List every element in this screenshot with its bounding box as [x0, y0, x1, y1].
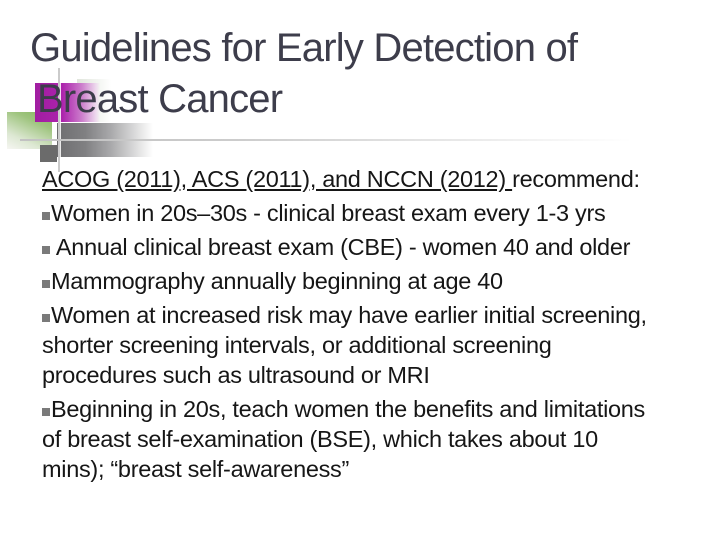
intro-underlined-text: ACOG (2011), ACS (2011), and NCCN (2012): [42, 166, 513, 192]
bullet-item: Women in 20s–30s - clinical breast exam …: [42, 198, 707, 228]
intro-rest-text: recommend:: [512, 166, 640, 192]
bullet-square-icon: [42, 314, 50, 322]
bullet-square-icon: [42, 280, 50, 288]
bullet-line-text: shorter screening intervals, or addition…: [42, 332, 552, 358]
slide-title-line1: Guidelines for Early Detection of: [30, 26, 578, 70]
bullet-square-icon: [42, 408, 50, 416]
slide-title-line2: Breast Cancer: [37, 77, 283, 121]
magenta-gradient-square: [35, 83, 100, 122]
bullet-line-text: Women at increased risk may have earlier…: [51, 302, 647, 328]
bullet-line-text: procedures such as ultrasound or MRI: [42, 362, 430, 388]
bullet-square-icon: [42, 212, 50, 220]
vertical-crosshair-line: [58, 68, 60, 172]
intro-paragraph: ACOG (2011), ACS (2011), and NCCN (2012)…: [42, 164, 707, 194]
bullet-square-icon: [42, 246, 50, 254]
slide-title: Guidelines for Early Detection of Breast…: [30, 23, 578, 125]
bullet-item: Annual clinical breast exam (CBE) - wome…: [42, 232, 707, 262]
bullet-line-text: of breast self-examination (BSE), which …: [42, 426, 598, 452]
small-dark-gray-square: [40, 145, 57, 162]
horizontal-crosshair-line: [20, 139, 632, 141]
bullet-item: Beginning in 20s, teach women the benefi…: [42, 394, 707, 484]
bullet-line-text: Mammography annually beginning at age 40: [51, 268, 503, 294]
bullet-item: Women at increased risk may have earlier…: [42, 300, 707, 390]
bullet-item: Mammography annually beginning at age 40: [42, 266, 707, 296]
bullet-line-text: mins); “breast self-awareness”: [42, 456, 350, 482]
bullet-line-text: Beginning in 20s, teach women the benefi…: [51, 396, 645, 422]
bullet-line-text: Women in 20s–30s - clinical breast exam …: [51, 200, 606, 226]
bullet-line-text: Annual clinical breast exam (CBE) - wome…: [51, 234, 631, 260]
slide-body: ACOG (2011), ACS (2011), and NCCN (2012)…: [42, 164, 707, 488]
